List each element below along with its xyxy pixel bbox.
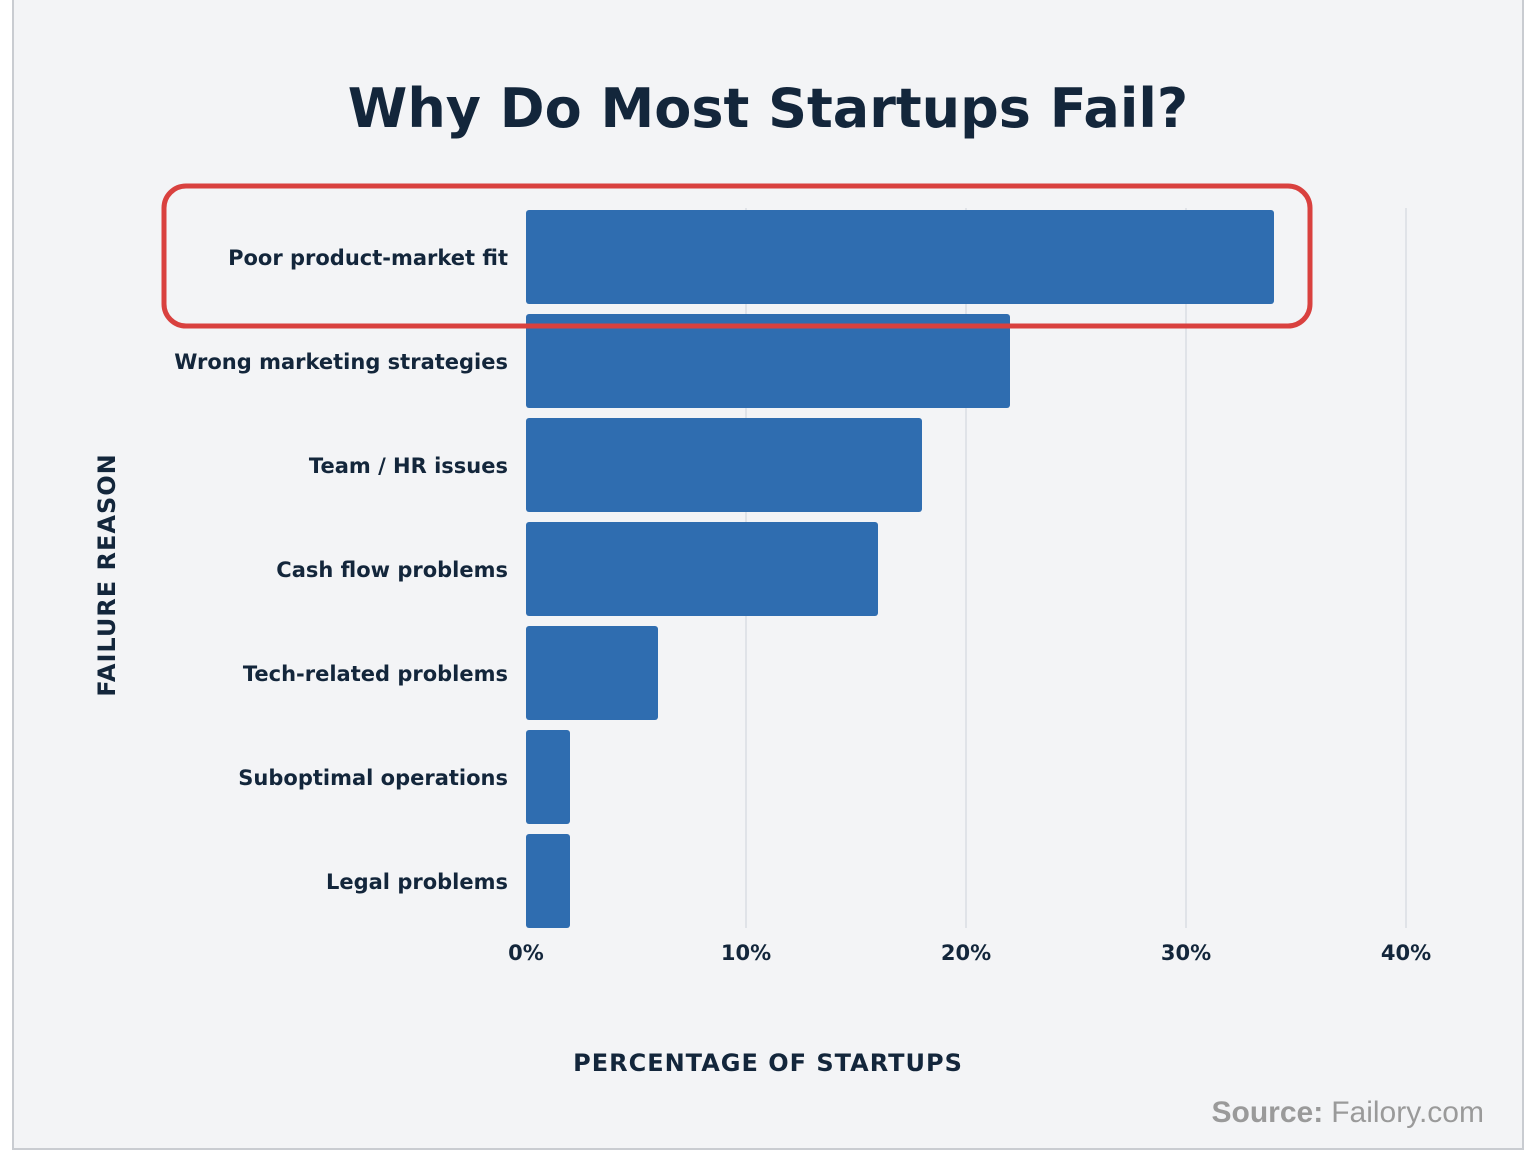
source-value: Failory.com [1331, 1096, 1484, 1129]
source-label: Source: [1211, 1096, 1323, 1129]
highlight-annotation [161, 183, 1313, 329]
category-label-0: Poor product-market fit [228, 246, 508, 270]
bar-6 [526, 834, 570, 928]
x-tick-label-20: 20% [941, 941, 991, 965]
bar-2 [526, 418, 922, 512]
category-label-2: Team / HR issues [309, 454, 508, 478]
x-tick-label-0: 0% [508, 941, 544, 965]
source-credit: Source: Failory.com [1211, 1096, 1484, 1129]
bar-0 [526, 210, 1274, 304]
bars [526, 210, 1274, 928]
x-axis-title: PERCENTAGE OF STARTUPS [573, 1049, 963, 1077]
bar-3 [526, 522, 878, 616]
category-label-3: Cash flow problems [276, 558, 508, 582]
chart-title: Why Do Most Startups Fail? [348, 77, 1188, 140]
bar-1 [526, 314, 1010, 408]
x-tick-labels: 0% 10% 20% 30% 40% [508, 941, 1431, 965]
highlight-box [161, 183, 1313, 329]
bar-5 [526, 730, 570, 824]
category-label-1: Wrong marketing strategies [174, 350, 508, 374]
x-tick-label-30: 30% [1161, 941, 1211, 965]
category-label-6: Legal problems [326, 870, 508, 894]
category-label-4: Tech-related problems [243, 662, 508, 686]
category-labels: Poor product-market fit Wrong marketing s… [174, 246, 508, 894]
bar-4 [526, 626, 658, 720]
x-tick-label-10: 10% [721, 941, 771, 965]
category-label-5: Suboptimal operations [238, 766, 508, 790]
x-tick-label-40: 40% [1381, 941, 1431, 965]
y-axis-title: FAILURE REASON [93, 453, 121, 697]
